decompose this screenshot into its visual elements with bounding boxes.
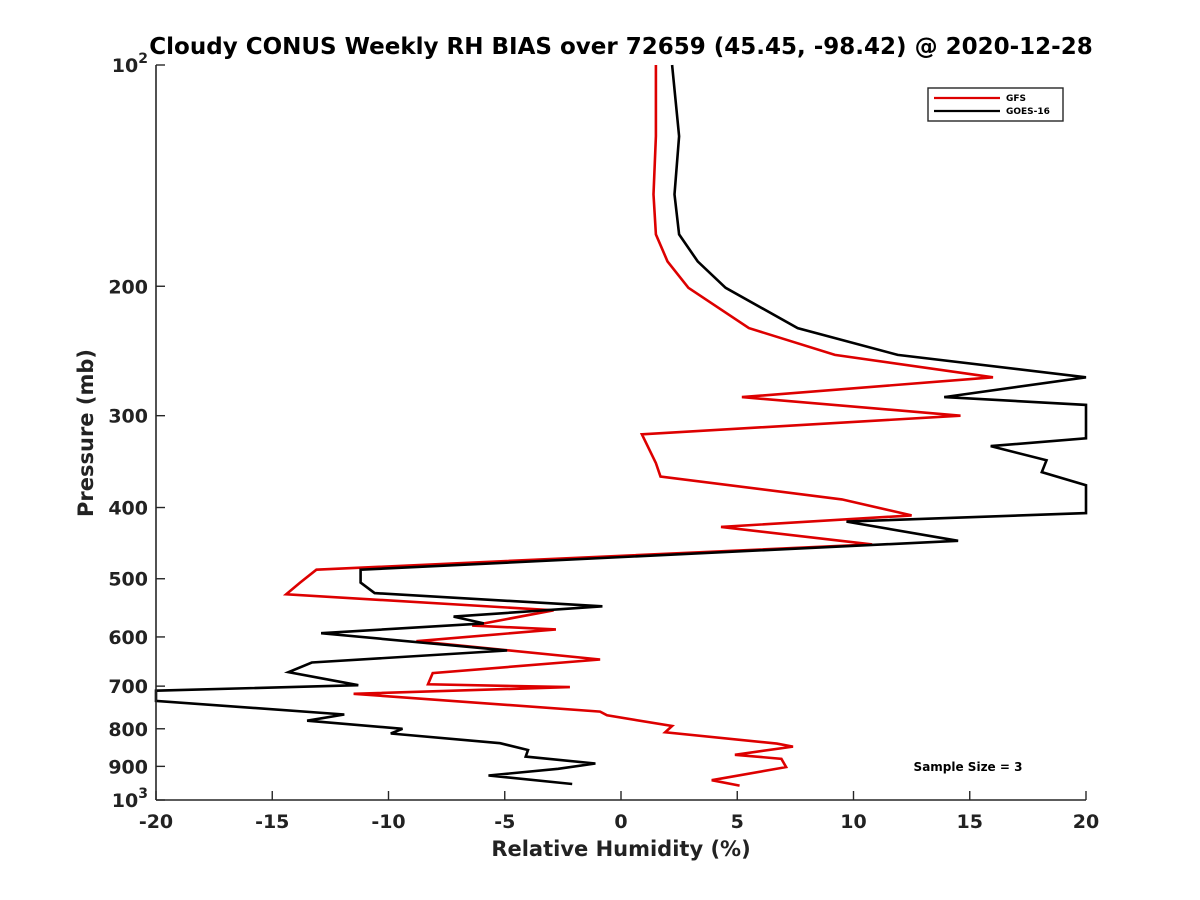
x-tick-label: 20 — [1073, 811, 1099, 833]
x-axis-ticks: -20 -15 -10 -5 0 5 10 15 20 — [139, 791, 1099, 833]
plot-background — [156, 65, 1086, 800]
plot-area: -20 -15 -10 -5 0 5 10 15 20 10220030040050060070… — [108, 51, 1099, 833]
y-tick-label: 800 — [108, 719, 148, 741]
x-tick-label: 10 — [840, 811, 866, 833]
series-layer — [154, 64, 1088, 787]
legend[interactable]: GFS GOES-16 — [927, 87, 1064, 122]
x-tick-label: 15 — [957, 811, 983, 833]
legend-box — [927, 87, 1064, 122]
legend-label-gfs: GFS — [1006, 94, 1026, 104]
x-tick-label: -20 — [139, 811, 173, 833]
y-tick-label: 300 — [108, 406, 148, 428]
x-tick-label: -15 — [255, 811, 289, 833]
y-tick-label: 200 — [108, 276, 148, 298]
series-line-gfs — [282, 65, 994, 787]
x-tick-label: -5 — [494, 811, 515, 833]
x-tick-label: -10 — [371, 811, 405, 833]
x-axis-label: Relative Humidity (%) — [491, 837, 750, 861]
series-line-goes-16 — [154, 64, 1088, 786]
y-tick-label: 600 — [108, 627, 148, 649]
legend-label-goes-16: GOES-16 — [1006, 107, 1050, 117]
x-tick-label: 0 — [614, 811, 627, 833]
y-tick-label: 900 — [108, 756, 148, 778]
y-tick-label: 500 — [108, 569, 148, 591]
x-tick-label: 5 — [731, 811, 744, 833]
y-tick-label: 400 — [108, 498, 148, 520]
y-tick-label: 700 — [108, 676, 148, 698]
chart-title: Cloudy CONUS Weekly RH BIAS over 72659 (… — [149, 34, 1092, 60]
y-axis-label: Pressure (mb) — [74, 349, 98, 517]
sample-size-annotation: Sample Size = 3 — [914, 760, 1023, 774]
